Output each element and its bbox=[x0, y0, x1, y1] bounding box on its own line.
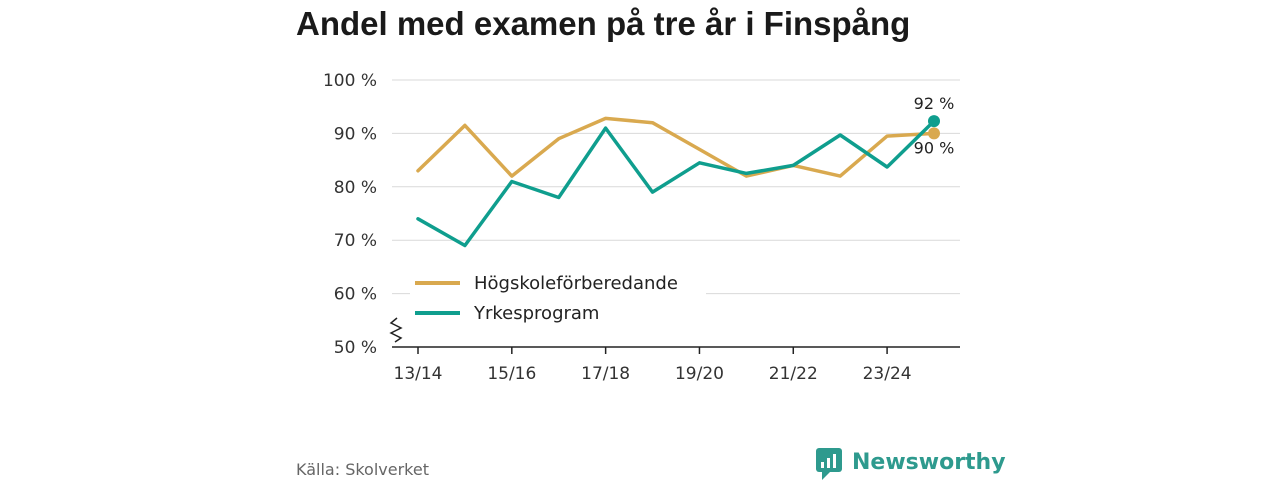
brand-name: Newsworthy bbox=[852, 450, 1006, 475]
legend: Högskoleförberedande Yrkesprogram bbox=[410, 268, 706, 334]
x-tick-label-4: 21/22 bbox=[769, 364, 818, 384]
legend-label-yrkesprogram: Yrkesprogram bbox=[473, 303, 599, 324]
y-tick-label-80: 80 % bbox=[334, 178, 377, 198]
newsworthy-logo-icon bbox=[816, 448, 842, 480]
gridlines bbox=[392, 79, 960, 295]
series-lines bbox=[416, 115, 940, 248]
x-tick-label-3: 19/20 bbox=[675, 364, 724, 384]
x-axis: 13/14 15/16 17/18 19/20 21/22 23/24 bbox=[392, 346, 960, 384]
source-text: Källa: Skolverket bbox=[296, 460, 429, 479]
x-tick-label-5: 23/24 bbox=[863, 364, 912, 384]
end-labels: 92 % 90 % bbox=[914, 94, 955, 157]
series-end-marker-1 bbox=[928, 115, 940, 128]
x-tick-label-0: 13/14 bbox=[394, 364, 443, 384]
axis-break-icon bbox=[389, 317, 403, 343]
chart-title: Andel med examen på tre år i Finspång bbox=[296, 5, 910, 42]
series-line-0 bbox=[416, 116, 936, 178]
y-axis-ticks: 50 % 60 % 70 % 80 % 90 % 100 % bbox=[323, 71, 377, 358]
legend-label-hogskoleforberedande: Högskoleförberedande bbox=[474, 273, 678, 294]
y-tick-label-50: 50 % bbox=[334, 338, 377, 358]
y-tick-label-100: 100 % bbox=[323, 71, 377, 91]
series-end-marker-0 bbox=[928, 127, 940, 140]
y-tick-label-60: 60 % bbox=[334, 285, 377, 305]
x-tick-label-1: 15/16 bbox=[487, 364, 536, 384]
legend-background bbox=[410, 268, 706, 334]
y-tick-label-70: 70 % bbox=[334, 231, 377, 251]
x-tick-label-2: 17/18 bbox=[581, 364, 630, 384]
series-line-1 bbox=[416, 119, 936, 248]
end-label-hogskoleforberedande: 90 % bbox=[914, 138, 955, 157]
y-tick-label-90: 90 % bbox=[334, 124, 377, 144]
end-label-yrkesprogram: 92 % bbox=[914, 94, 955, 113]
